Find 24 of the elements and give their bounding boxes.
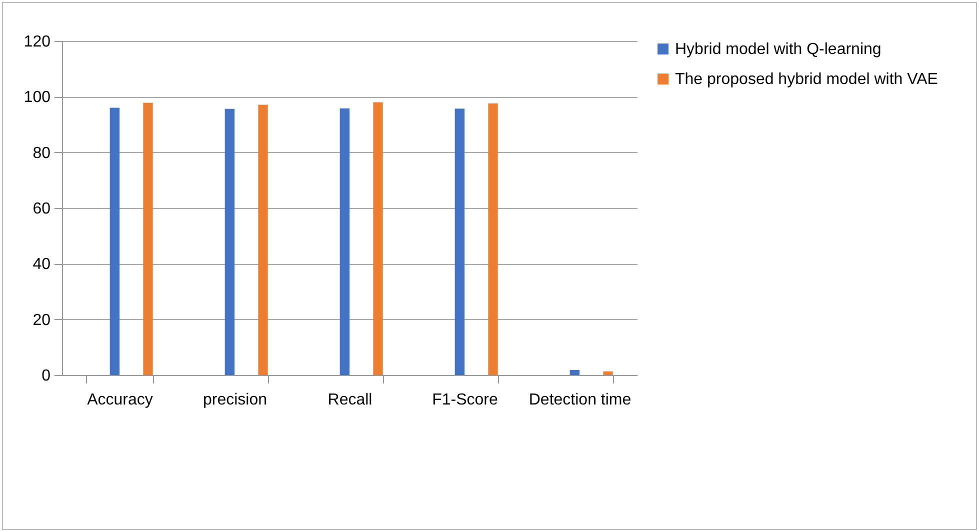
legend-label: Hybrid model with Q-learning xyxy=(675,41,882,58)
bar xyxy=(373,102,383,375)
x-tick-label: Detection time xyxy=(528,392,632,408)
bar xyxy=(143,102,153,375)
x-tick-label: Recall xyxy=(328,392,372,408)
x-tick-label: Accuracy xyxy=(87,392,153,408)
bar xyxy=(570,370,580,375)
bar xyxy=(488,103,498,375)
bar xyxy=(224,108,234,375)
bar xyxy=(454,108,464,375)
legend-label: The proposed hybrid model with VAE xyxy=(675,71,938,88)
bar xyxy=(603,371,613,375)
y-tick-label: 60 xyxy=(32,200,51,218)
y-tick-label: 20 xyxy=(32,312,51,329)
y-tick-label: 120 xyxy=(24,34,51,50)
bar xyxy=(110,108,120,375)
y-tick-label: 0 xyxy=(42,368,51,384)
bar xyxy=(258,104,268,375)
x-tick-label: precision xyxy=(202,392,268,408)
x-tick-label: F1-Score xyxy=(432,392,498,408)
y-tick-label: 100 xyxy=(24,89,51,106)
y-tick-label: 80 xyxy=(32,144,51,162)
y-tick-label: 40 xyxy=(32,256,51,274)
bar xyxy=(340,108,350,375)
